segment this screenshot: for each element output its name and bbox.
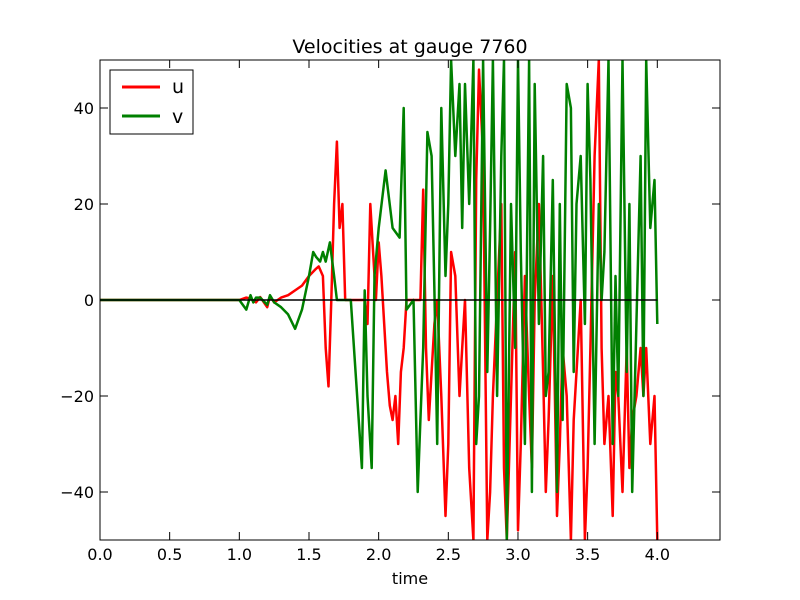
series-layer: [100, 60, 659, 540]
y-tick-label: 0: [84, 291, 94, 310]
x-axis-ticks: 0.0 0.5 1.0 1.5 2.0 2.5 3.0 3.5 4.0: [87, 60, 670, 564]
x-tick-label: 2.0: [366, 545, 391, 564]
y-tick-label: 20: [74, 195, 94, 214]
legend-label-u: u: [172, 76, 184, 98]
y-tick-label: −20: [60, 387, 94, 406]
x-tick-label: 3.5: [575, 545, 600, 564]
series-line-u: [100, 60, 659, 540]
legend-box: [109, 69, 194, 135]
x-tick-label: 4.0: [645, 545, 670, 564]
x-axis-label: time: [392, 569, 428, 588]
x-tick-label: 0.5: [157, 545, 182, 564]
x-tick-label: 1.0: [227, 545, 252, 564]
legend: u v: [109, 69, 194, 135]
x-tick-label: 2.5: [436, 545, 461, 564]
legend-label-v: v: [172, 106, 183, 128]
x-tick-label: 1.5: [296, 545, 321, 564]
y-tick-label: 40: [74, 99, 94, 118]
x-tick-label: 0.0: [87, 545, 112, 564]
y-axis-ticks: −40 −20 0 20 40: [60, 99, 720, 502]
y-tick-label: −40: [60, 483, 94, 502]
x-tick-label: 3.0: [505, 545, 530, 564]
series-line-v: [100, 60, 659, 540]
chart-title: Velocities at gauge 7760: [292, 36, 527, 58]
